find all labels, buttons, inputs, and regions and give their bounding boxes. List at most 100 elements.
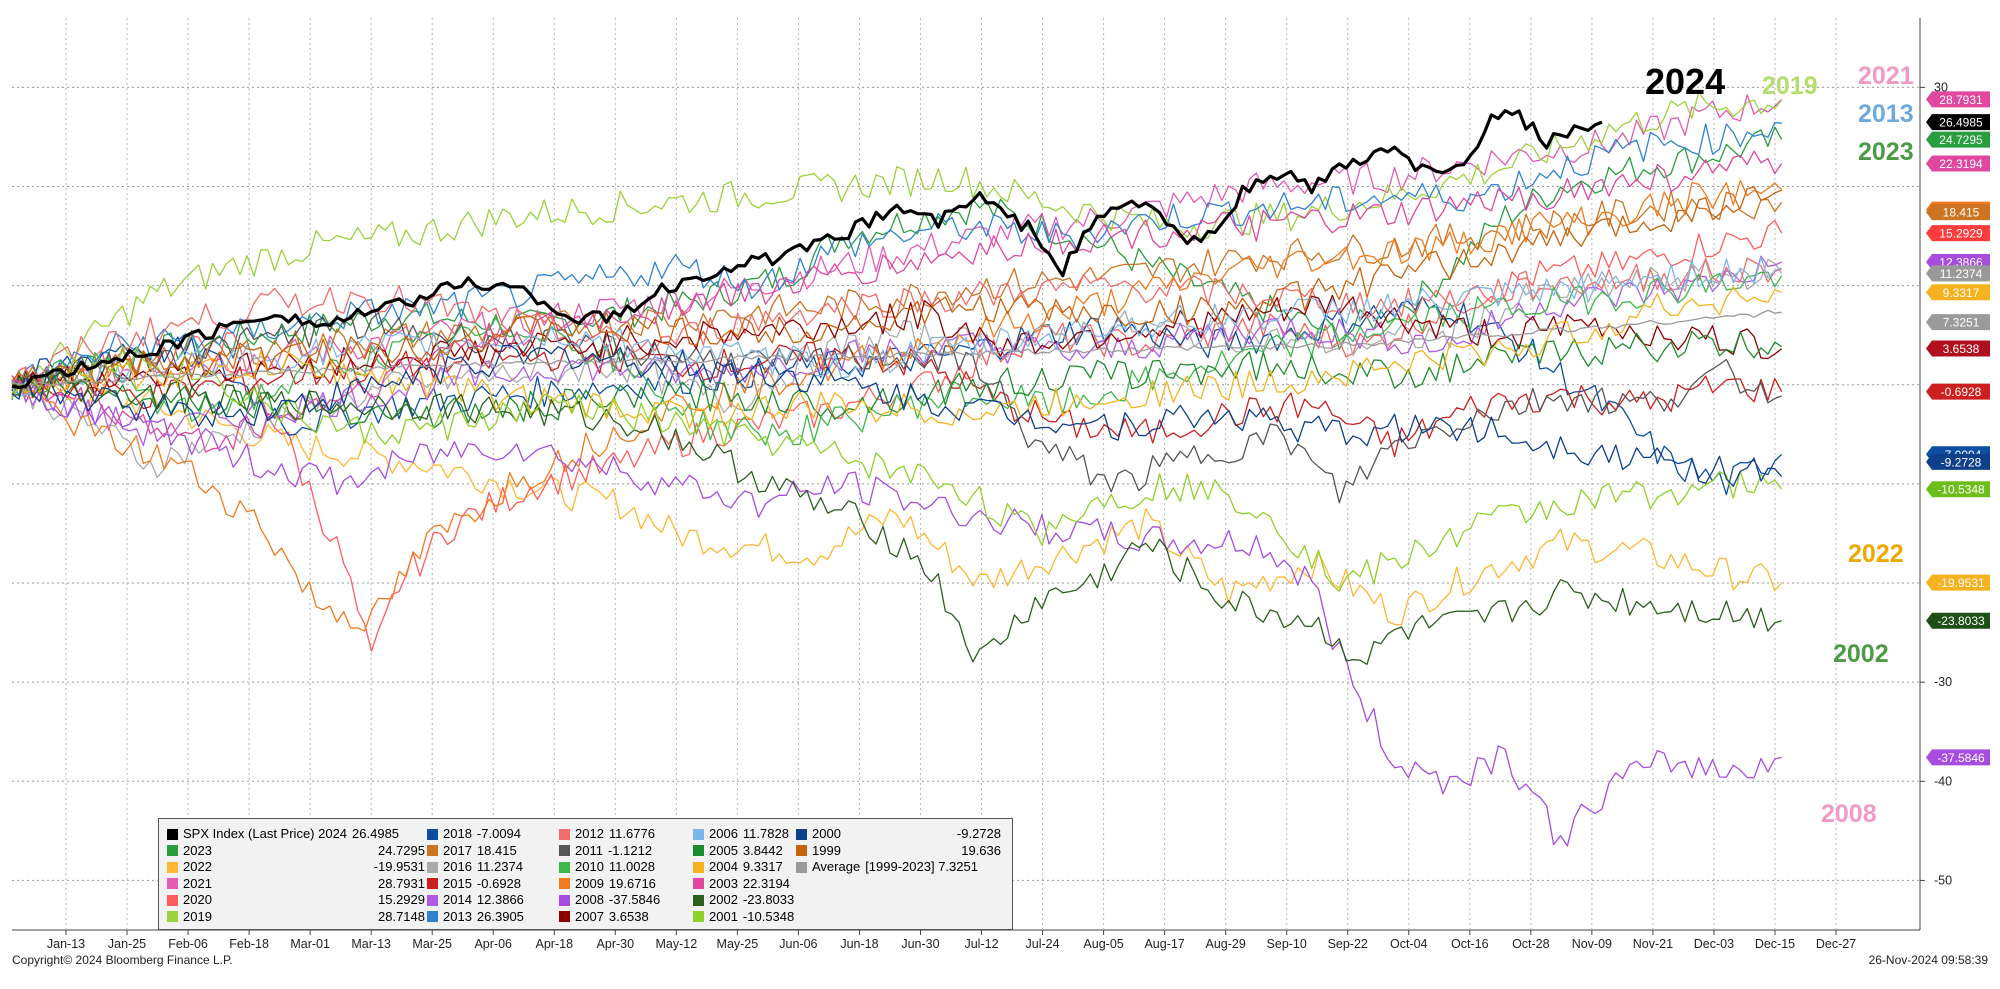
legend-item: 2017 18.415 xyxy=(427,843,555,860)
value-tag xyxy=(1926,574,1990,591)
value-tag xyxy=(1926,481,1990,498)
year-label: 2024 xyxy=(1645,61,1725,102)
legend-swatch xyxy=(167,894,178,906)
x-tick-label: Mar-25 xyxy=(412,937,452,951)
legend-item: 2014 12.3866 xyxy=(427,892,555,909)
x-tick-label: Feb-18 xyxy=(229,937,269,951)
legend-swatch xyxy=(693,861,704,873)
legend-item: 2019 28.7148 xyxy=(167,909,425,926)
x-tick-label: Aug-29 xyxy=(1205,937,1245,951)
legend-column: 2012 11.6776 2011 -1.1212 2010 11.0028 2009 19.… xyxy=(559,826,689,925)
legend-series-name: 2005 xyxy=(709,842,738,858)
year-label: 2013 xyxy=(1858,100,1914,128)
legend-item: 2016 11.2374 xyxy=(427,859,555,876)
value-tag-label: -19.9531 xyxy=(1937,576,1985,590)
legend-series-name: 2020 xyxy=(183,892,212,907)
year-label: 2021 xyxy=(1858,62,1914,90)
legend-item: 2015 -0.6928 xyxy=(427,876,555,893)
value-tag-label: 11.2374 xyxy=(1940,267,1983,281)
x-tick-label: Jun-30 xyxy=(901,937,939,951)
legend-swatch xyxy=(427,861,438,873)
legend-series-name: SPX Index (Last Price) 2024 xyxy=(183,826,348,841)
x-tick-label: Oct-28 xyxy=(1512,937,1550,951)
legend-series-name: 2012 xyxy=(575,826,604,841)
legend-item: 2021 28.7931 xyxy=(167,876,425,893)
legend-item: 1999 19.636 xyxy=(796,843,1001,860)
series-line-2013 xyxy=(11,121,1782,397)
series-line-2022 xyxy=(11,374,1783,626)
legend-column: 2018 -7.0094 2017 18.415 2016 11.2374 2015 -0.6… xyxy=(427,826,555,925)
legend-item: 2023 24.7295 xyxy=(167,843,425,860)
value-tag xyxy=(1926,265,1990,282)
x-tick-label: Nov-21 xyxy=(1633,937,1673,951)
y-tick-label: -30 xyxy=(1934,675,1952,689)
value-tag xyxy=(1926,155,1990,172)
legend-series-value: -19.9531 xyxy=(373,859,425,874)
legend-series-value: 11.7828 xyxy=(742,826,789,841)
series-line-2012 xyxy=(11,257,1782,394)
x-tick-label: Jun-06 xyxy=(779,937,817,951)
legend-swatch xyxy=(559,845,570,857)
x-tick-label: Jul-24 xyxy=(1026,937,1060,951)
series-line-1999 xyxy=(11,186,1782,391)
legend-series-name: 2000 xyxy=(812,826,841,841)
series-line-2019 xyxy=(11,91,1783,398)
legend-series-name: Average xyxy=(812,859,861,874)
copyright-text: Copyright© 2024 Bloomberg Finance L.P. xyxy=(12,953,233,967)
value-tag xyxy=(1926,131,1990,148)
legend-series-value: 9.3317 xyxy=(742,859,783,874)
series-line-2011 xyxy=(11,312,1782,504)
series-line-2003 xyxy=(11,150,1783,453)
legend-item: 2020 15.2929 xyxy=(167,892,425,909)
year-label: 2019 xyxy=(1762,72,1818,100)
legend-item: 2022 -19.9531 xyxy=(167,859,425,876)
value-tag xyxy=(1926,612,1990,629)
legend-item: SPX Index (Last Price) 2024 26.4985 xyxy=(167,826,425,843)
legend-series-name: 2017 xyxy=(443,842,472,858)
y-tick-label: -50 xyxy=(1934,873,1952,887)
value-tag-label: 24.7295 xyxy=(1939,133,1983,147)
x-tick-label: Oct-16 xyxy=(1451,937,1489,951)
legend-swatch xyxy=(427,878,438,890)
series-line-2001 xyxy=(11,345,1783,592)
legend-item: 2013 26.3905 xyxy=(427,909,555,926)
legend-swatch xyxy=(427,894,438,906)
value-tag-label: 28.7931 xyxy=(1939,93,1983,107)
legend-series-name: 2003 xyxy=(709,875,738,891)
legend-series-name: 2022 xyxy=(183,859,212,874)
x-tick-label: Jan-13 xyxy=(47,937,85,951)
value-tag-label: 26.4985 xyxy=(1939,116,1983,130)
legend-series-value: -23.8033 xyxy=(742,892,795,907)
x-tick-label: Jun-18 xyxy=(840,937,878,951)
legend-item: 2004 9.3317 xyxy=(693,859,793,876)
value-tag-label: -9.2728 xyxy=(1941,455,1982,469)
legend-item: 2009 19.6716 xyxy=(559,876,689,893)
x-tick-label: May-25 xyxy=(717,937,759,951)
series-line-2002 xyxy=(11,370,1782,665)
legend-swatch xyxy=(693,845,704,857)
legend-swatch xyxy=(559,878,570,890)
value-tag xyxy=(1926,314,1990,331)
value-tag xyxy=(1926,91,1990,108)
legend-series-value: 28.7148 xyxy=(378,908,425,924)
value-tag-label: 15.2929 xyxy=(1939,227,1983,241)
value-tag xyxy=(1926,453,1990,470)
legend-series-name: 2018 xyxy=(443,826,472,841)
legend-swatch xyxy=(167,828,178,840)
legend-item: 2000 -9.2728 xyxy=(796,826,1001,843)
legend-series-value: 19.636 xyxy=(961,842,1001,858)
legend-item: 2010 11.0028 xyxy=(559,859,689,876)
x-tick-label: May-12 xyxy=(656,937,698,951)
legend-swatch xyxy=(427,828,438,840)
series-line-average xyxy=(11,309,1782,387)
legend-series-name: 2016 xyxy=(443,859,472,874)
value-tag xyxy=(1926,749,1990,766)
legend-swatch xyxy=(693,828,704,840)
legend-series-value: 15.2929 xyxy=(378,892,425,907)
x-tick-label: Dec-03 xyxy=(1694,937,1734,951)
value-tag xyxy=(1926,204,1990,221)
x-tick-label: Apr-30 xyxy=(597,937,635,951)
legend-item: 2007 3.6538 xyxy=(559,909,689,926)
